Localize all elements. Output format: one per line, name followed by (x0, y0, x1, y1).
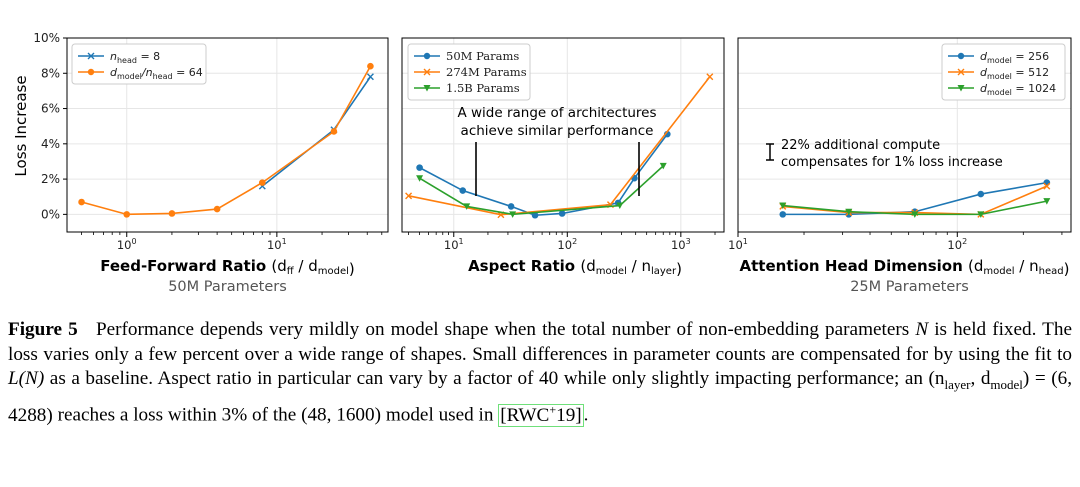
figure-5-charts: Loss Increase 0% 2% 4% 6% 8% 10% 100 101 nhead =… (12, 31, 1072, 295)
data-point (558, 210, 566, 217)
chart-panel-ff: 0% 2% 4% 6% 8% 10% 100 101 nhead = 8dmodel/nhead… (33, 31, 389, 295)
legend-marker (423, 68, 431, 76)
data-point (977, 211, 985, 218)
x-tick-label: 101 (267, 237, 287, 252)
panel-subtitle: 50M Parameters (168, 279, 287, 295)
panel-subtitle: 25M Parameters (850, 279, 969, 295)
data-point (779, 211, 787, 218)
data-point (779, 202, 787, 210)
y-tick-label: 4% (41, 137, 60, 151)
x-axis-title: Attention Head Dimension (dmodel / nhead… (740, 257, 1070, 278)
data-point (706, 73, 714, 81)
legend-box (407, 43, 531, 101)
y-tick-label: 2% (41, 172, 60, 186)
caption-body-2: is held fixed. The loss varies only a fe… (8, 319, 1072, 365)
x-tick-label: 100 (117, 237, 137, 252)
x-tick-label: 102 (557, 237, 577, 252)
legend-marker (423, 52, 431, 60)
y-tick-label: 0% (41, 207, 60, 221)
x-tick-label: 103 (671, 237, 691, 252)
data-point (459, 187, 467, 194)
annotation-text: 22% additional compute (781, 138, 940, 153)
data-point (1043, 198, 1051, 205)
data-point (213, 205, 221, 213)
data-point (616, 202, 624, 210)
data-point (405, 192, 413, 200)
annotation-text: compensates for 1% loss increase (781, 155, 1003, 170)
legend-box (941, 43, 1066, 101)
data-point (1043, 179, 1051, 186)
x-axis-title: Feed-Forward Ratio (dff / dmodel) (100, 257, 355, 278)
legend-label: dmodel/nhead = 64 (110, 66, 203, 81)
chart-panel-ar: 101 102 103 50M Params 274M Params 1.5B Param… (401, 37, 725, 278)
figure-caption: Figure 5 Performance depends very mildly… (8, 318, 1072, 428)
data-point (330, 128, 338, 135)
caption-eq-1: (nlayer, dmodel) = (6, 4288) (8, 368, 1073, 426)
caption-period: . (583, 404, 589, 426)
citation-link[interactable]: [RWC+19] (498, 402, 584, 427)
data-point (168, 210, 176, 217)
caption-body-4: reaches a loss within 3% of the (52, 404, 302, 426)
legend-label: dmodel = 1024 (980, 82, 1056, 97)
x-tick-label: 102 (947, 237, 967, 252)
legend-marker (423, 85, 431, 92)
series-line-1 (419, 133, 668, 217)
legend-label: dmodel = 512 (980, 66, 1049, 81)
axes-frame (401, 37, 725, 233)
y-tick-label: 6% (41, 102, 60, 116)
x-axis-title: Aspect Ratio (dmodel / nlayer) (468, 257, 682, 278)
x-tick-label: 101 (444, 237, 464, 252)
data-point (845, 208, 853, 216)
data-point (509, 211, 517, 218)
caption-body-3: as a baseline. Aspect ratio in particula… (44, 368, 929, 389)
data-point (416, 175, 424, 182)
data-point (911, 211, 919, 218)
y-tick-label: 10% (33, 31, 60, 45)
data-point (507, 203, 515, 210)
legend-marker (957, 85, 965, 92)
legend-label: dmodel = 256 (980, 50, 1049, 65)
legend-label: 50M Params (446, 49, 519, 63)
caption-body-1: Performance depends very mildly on model… (95, 319, 916, 340)
series-line-2 (408, 76, 711, 216)
axes-frame (737, 37, 1072, 233)
caption-var-n: N (915, 319, 929, 340)
data-point (123, 211, 131, 218)
x-tick-label: 101 (728, 237, 748, 252)
legend-label: 1.5B Params (446, 81, 520, 95)
caption-body-5: model used in (381, 404, 499, 426)
legend-label: 274M Params (446, 65, 527, 79)
data-point (416, 164, 423, 171)
caption-eq-2: (48, 1600) (301, 404, 382, 426)
data-point (78, 198, 85, 206)
caption-func-ln: L(N) (8, 368, 45, 389)
y-tick-label: 8% (41, 66, 60, 80)
data-point (463, 203, 471, 210)
legend-label: nhead = 8 (110, 50, 160, 65)
legend-box (71, 43, 207, 85)
axes-frame (66, 37, 389, 233)
data-point (366, 73, 374, 81)
data-point (367, 62, 374, 70)
legend-marker (87, 68, 95, 76)
annotation-text: A wide range of architectures (457, 105, 656, 121)
data-point (1043, 182, 1051, 190)
legend-marker (87, 52, 95, 60)
data-point (531, 211, 539, 219)
legend-marker (957, 52, 965, 60)
legend-marker (957, 68, 965, 76)
series-line-2 (81, 65, 372, 216)
annotation-text: achieve similar performance (461, 123, 654, 139)
data-point (977, 190, 985, 198)
caption-label: Figure 5 (8, 319, 78, 340)
data-point (659, 162, 667, 170)
series-line-1 (261, 76, 372, 187)
y-axis-label: Loss Increase (12, 75, 30, 176)
data-point (259, 179, 266, 186)
